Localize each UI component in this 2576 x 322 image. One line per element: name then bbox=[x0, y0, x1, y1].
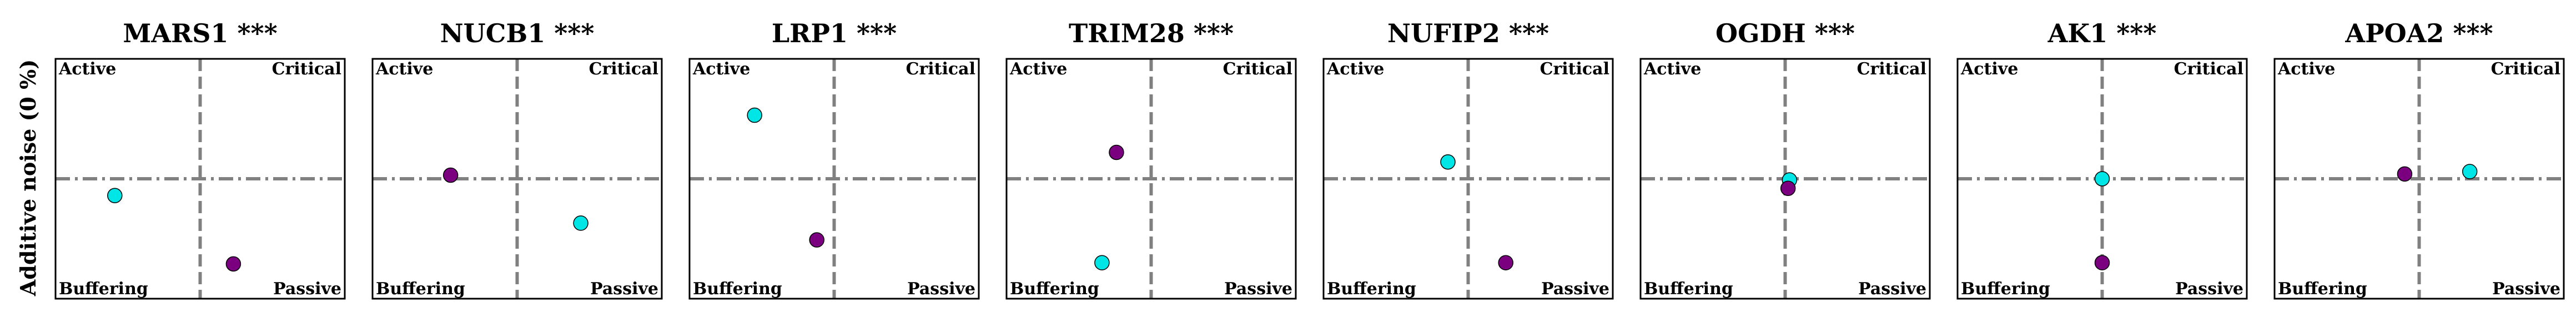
data-point-series-1 bbox=[1094, 255, 1110, 270]
quadrant-label-critical: Critical bbox=[1857, 59, 1926, 79]
data-point-series-2 bbox=[2397, 166, 2413, 182]
panel-4: TRIM28 ***Active Critical Buffering Passive bbox=[1005, 18, 1297, 300]
panel-frame bbox=[1956, 58, 2248, 300]
quadrant-label-active: Active bbox=[1643, 59, 1701, 79]
quadrant-label-buffering: Buffering bbox=[2278, 279, 2367, 299]
data-point-series-2 bbox=[1780, 180, 1796, 197]
quadrant-label-passive: Passive bbox=[1224, 279, 1292, 299]
panel-frame bbox=[1639, 58, 1931, 300]
data-point-series-2 bbox=[2094, 255, 2110, 270]
quadrant-label-passive: Passive bbox=[2175, 279, 2243, 299]
data-point-series-1 bbox=[2462, 164, 2478, 179]
data-point-series-2 bbox=[442, 167, 459, 183]
quadrant-label-critical: Critical bbox=[2491, 59, 2560, 79]
data-point-series-2 bbox=[1498, 255, 1513, 270]
data-point-series-2 bbox=[225, 256, 242, 272]
panel-6: OGDH *** Active Critical Buffering Passive bbox=[1639, 18, 1931, 300]
panel-title: TRIM28 *** bbox=[1069, 18, 1234, 48]
quadrant-label-active: Active bbox=[58, 59, 116, 79]
panel-3: LRP1 *** Active Critical Buffering Passive bbox=[688, 18, 980, 300]
quadrant-label-critical: Critical bbox=[1223, 59, 1292, 79]
quadrant-label-passive: Passive bbox=[1541, 279, 1609, 299]
quadrant-label-critical: Critical bbox=[272, 59, 341, 79]
quadrant-label-passive: Passive bbox=[1858, 279, 1926, 299]
quadrant-label-buffering: Buffering bbox=[1327, 279, 1416, 299]
panel-2: NUCB1 *** Active Critical Buffering Passive bbox=[371, 18, 663, 300]
panel-title: OGDH *** bbox=[1715, 18, 1855, 48]
quadrant-label-buffering: Buffering bbox=[1010, 279, 1099, 299]
panel-title: AK1 *** bbox=[2047, 18, 2157, 48]
panel-8: APOA2 *** Active Critical Buffering Passive bbox=[2273, 18, 2565, 300]
panel-frame bbox=[1005, 58, 1297, 300]
panel-frame bbox=[371, 58, 663, 300]
quadrant-label-critical: Critical bbox=[589, 59, 658, 79]
quadrant-label-critical: Critical bbox=[2174, 59, 2243, 79]
quadrant-label-active: Active bbox=[692, 59, 750, 79]
panel-title: NUFIP2 *** bbox=[1387, 18, 1549, 48]
data-point-series-1 bbox=[2094, 171, 2110, 187]
panel-1: MARS1 *** Active Critical Buffering Passive bbox=[54, 18, 346, 300]
data-point-series-2 bbox=[809, 232, 824, 248]
quadrant-label-passive: Passive bbox=[2492, 279, 2560, 299]
quadrant-label-buffering: Buffering bbox=[59, 279, 148, 299]
quadrant-label-passive: Passive bbox=[590, 279, 658, 299]
quadrant-label-buffering: Buffering bbox=[376, 279, 465, 299]
quadrant-label-active: Active bbox=[2277, 59, 2335, 79]
quadrant-label-active: Active bbox=[375, 59, 433, 79]
panel-frame bbox=[2273, 58, 2565, 300]
panel-title: APOA2 *** bbox=[2344, 18, 2493, 48]
quadrant-label-active: Active bbox=[1009, 59, 1067, 79]
quadrant-label-buffering: Buffering bbox=[693, 279, 782, 299]
quadrant-label-critical: Critical bbox=[1540, 59, 1609, 79]
data-point-series-1 bbox=[747, 107, 762, 123]
data-point-series-2 bbox=[1109, 144, 1124, 160]
quadrant-label-buffering: Buffering bbox=[1644, 279, 1733, 299]
quadrant-label-active: Active bbox=[1326, 59, 1384, 79]
quadrant-label-passive: Passive bbox=[907, 279, 975, 299]
panel-frame bbox=[688, 58, 980, 300]
panel-5: NUFIP2 ***Active Critical Buffering Passive bbox=[1322, 18, 1614, 300]
quadrant-label-active: Active bbox=[1960, 59, 2018, 79]
panel-frame bbox=[1322, 58, 1614, 300]
panel-title: MARS1 *** bbox=[123, 18, 277, 48]
data-point-series-1 bbox=[573, 215, 588, 231]
data-point-series-1 bbox=[1440, 154, 1456, 170]
quadrant-label-passive: Passive bbox=[273, 279, 341, 299]
data-point-series-1 bbox=[107, 188, 123, 203]
quadrant-label-buffering: Buffering bbox=[1961, 279, 2050, 299]
panel-frame bbox=[54, 58, 346, 300]
panel-title: LRP1 *** bbox=[772, 18, 897, 48]
y-axis-label: Additive noise (0 %) bbox=[16, 59, 41, 296]
panel-7: AK1 *** Active Critical Buffering Passive bbox=[1956, 18, 2248, 300]
panel-title: NUCB1 *** bbox=[440, 18, 595, 48]
quadrant-label-critical: Critical bbox=[906, 59, 975, 79]
